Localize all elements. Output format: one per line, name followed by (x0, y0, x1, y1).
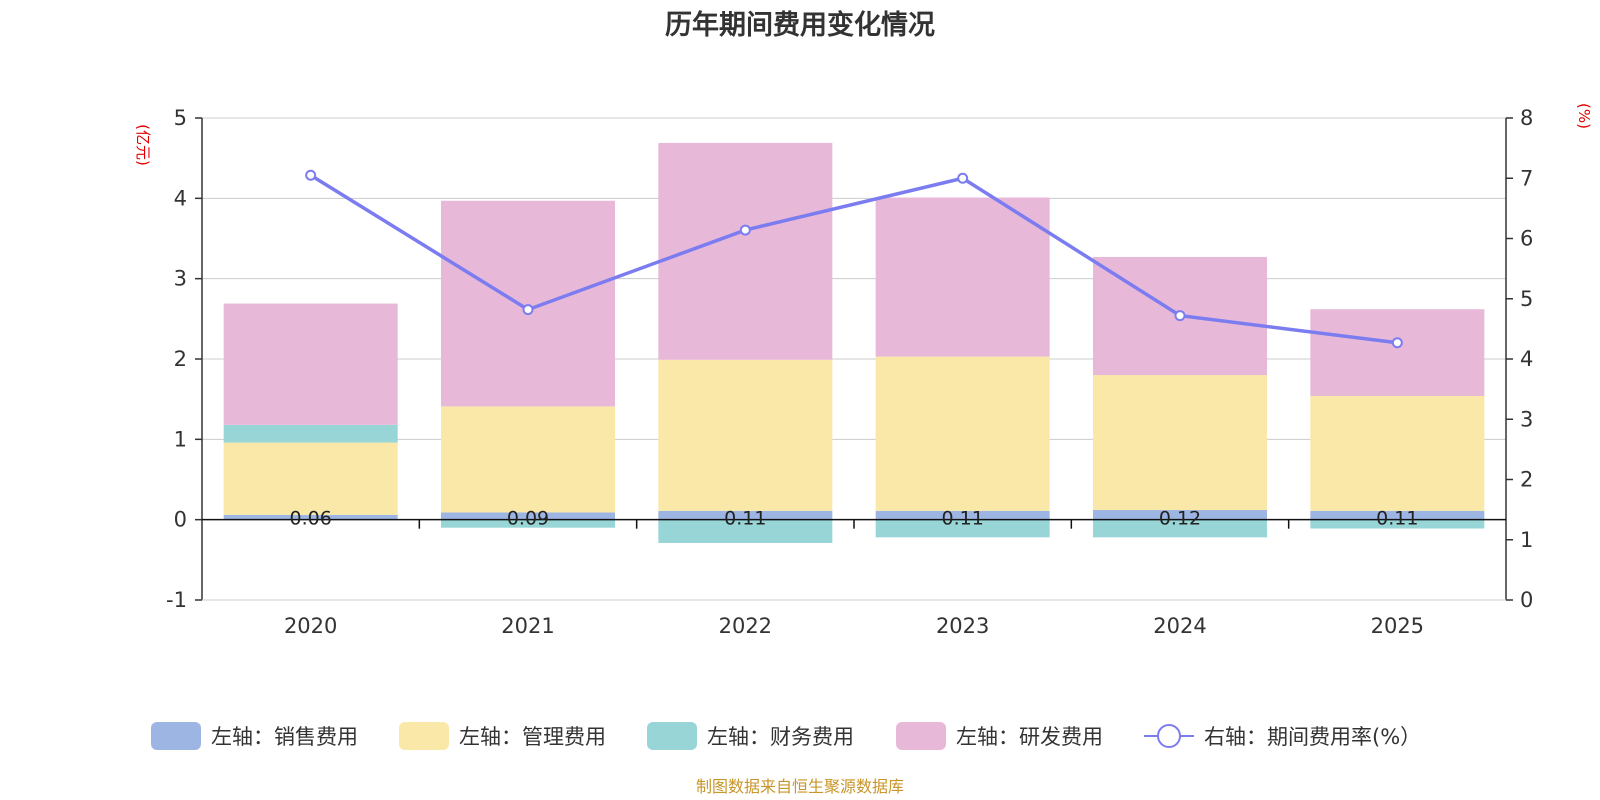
sales-data-label: 0.06 (290, 508, 332, 530)
bar-segment (875, 197, 1050, 357)
bar-segment (223, 424, 398, 443)
right-tick-label: 1 (1520, 528, 1533, 552)
left-tick-label: 3 (174, 267, 187, 291)
bar-segment (441, 200, 615, 407)
right-tick-label: 0 (1520, 588, 1533, 612)
bar-segment (1310, 309, 1485, 396)
legend-swatch (399, 722, 449, 750)
bar-series (223, 142, 1485, 543)
bar-segment (875, 519, 1050, 538)
right-axis-ticks: 0 1 2 3 4 5 6 7 8 (1506, 106, 1533, 612)
sales-data-label: 0.12 (1159, 508, 1201, 530)
sales-data-label: 0.11 (724, 508, 766, 530)
rate-point (1391, 337, 1403, 349)
data-labels: 0.06 0.09 0.11 0.11 0.12 0.11 (290, 508, 1419, 530)
x-tick-label: 2024 (1153, 614, 1206, 638)
legend-swatch (896, 722, 946, 750)
rate-line (309, 173, 1398, 345)
bar-segment (441, 512, 615, 520)
legend-label: 左轴：销售费用 (211, 725, 358, 749)
right-axis-unit: (%) (1575, 103, 1593, 129)
x-tick-label: 2023 (936, 614, 989, 638)
right-tick-label: 8 (1520, 106, 1533, 130)
sales-data-label: 0.11 (942, 508, 984, 530)
right-tick-label: 3 (1520, 407, 1533, 431)
left-axis-unit: (亿元) (134, 124, 152, 166)
bar-segment (223, 514, 398, 520)
bar-segment (223, 303, 398, 425)
legend-label: 左轴：研发费用 (956, 725, 1103, 749)
rate-point (305, 169, 317, 181)
bar-segment (1310, 519, 1485, 529)
legend-swatch (151, 722, 201, 750)
left-tick-label: 0 (174, 508, 187, 532)
bar-segment (1093, 519, 1267, 538)
bar-segment (658, 359, 833, 511)
sales-data-label: 0.11 (1376, 508, 1418, 530)
bar-segment (875, 510, 1050, 520)
left-axis-ticks: -1 0 1 2 3 4 5 (166, 106, 202, 612)
bar-segment (1310, 395, 1485, 511)
legend-swatch (647, 722, 697, 750)
left-tick-label: -1 (166, 588, 187, 612)
right-tick-label: 7 (1520, 166, 1533, 190)
rate-point (739, 224, 751, 236)
bar-segment (441, 406, 615, 513)
right-tick-label: 5 (1520, 287, 1533, 311)
left-tick-label: 1 (174, 427, 187, 451)
left-tick-label: 5 (174, 106, 187, 130)
bar-segment (441, 519, 615, 528)
legend-label: 左轴：财务费用 (707, 725, 854, 749)
bar-segment (223, 442, 398, 515)
legend: 左轴：销售费用 左轴：管理费用 左轴：财务费用 左轴：研发费用 右轴：期间费用率(%） (151, 722, 1421, 750)
x-tick-label: 2025 (1371, 614, 1424, 638)
x-axis-ticks: 2020 2021 2022 2023 2024 2025 (284, 614, 1424, 638)
legend-label: 左轴：管理费用 (459, 725, 606, 749)
chart-title: 历年期间费用变化情况 (665, 9, 935, 41)
right-tick-label: 2 (1520, 468, 1533, 492)
x-tick-label: 2022 (719, 614, 772, 638)
bar-segment (1310, 510, 1485, 520)
right-tick-label: 6 (1520, 227, 1533, 251)
right-tick-label: 4 (1520, 347, 1533, 371)
rate-point (522, 304, 534, 316)
left-tick-label: 2 (174, 347, 187, 371)
legend-label: 右轴：期间费用率(%） (1204, 725, 1421, 749)
bar-segment (658, 519, 833, 543)
x-tick-label: 2020 (284, 614, 337, 638)
rate-point (957, 172, 969, 184)
data-source-note: 制图数据来自恒生聚源数据库 (696, 777, 904, 796)
rate-point (1174, 310, 1186, 322)
bar-segment (1093, 510, 1267, 520)
bar-segment (1093, 375, 1267, 511)
x-tick-label: 2021 (501, 614, 554, 638)
rate-line-series (305, 169, 1403, 349)
sales-data-label: 0.09 (507, 508, 549, 530)
legend-marker-icon (1157, 724, 1181, 748)
bar-segment (875, 356, 1050, 511)
left-tick-label: 4 (174, 186, 187, 210)
bar-segment (658, 510, 833, 520)
